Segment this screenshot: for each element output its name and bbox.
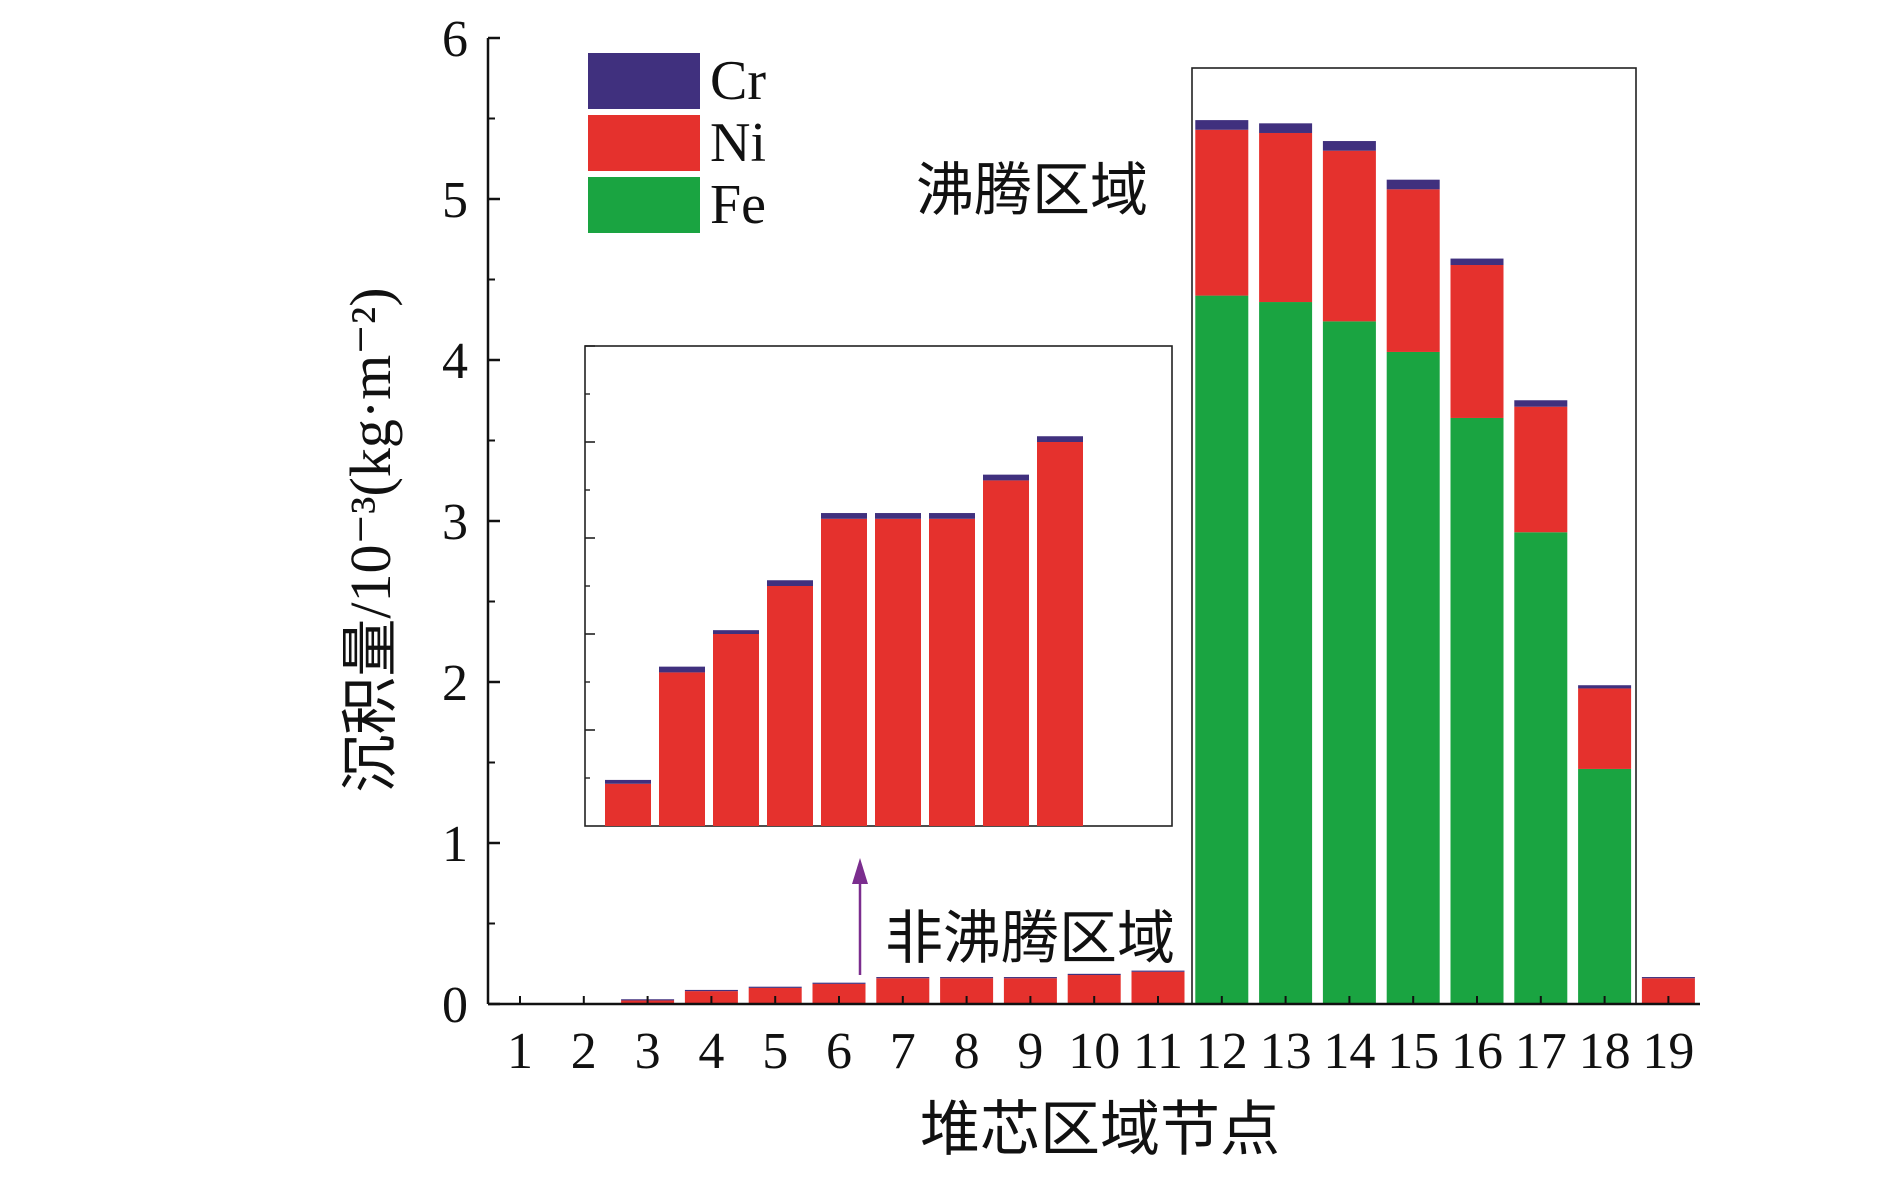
x-tick-label-17: 17 [1515, 1023, 1567, 1080]
bar-fe-node-18 [1578, 768, 1632, 1004]
legend-label-fe: Fe [710, 174, 766, 236]
bar-cr-node-16 [1450, 258, 1504, 266]
bar-ni-node-16 [1450, 265, 1504, 418]
bar-ni-node-5 [748, 987, 802, 1004]
inset-bar-cr-node-5 [713, 630, 759, 634]
boiling-region-label: 沸腾区域 [916, 158, 1148, 223]
bar-cr-node-4 [684, 989, 738, 992]
inset-bar-ni-node-7 [821, 518, 867, 826]
bar-ni-node-18 [1578, 688, 1632, 769]
bar-cr-node-9 [1003, 977, 1057, 979]
bar-ni-node-13 [1259, 132, 1313, 303]
x-tick-label-1: 1 [507, 1023, 533, 1080]
bar-cr-node-6 [812, 982, 866, 984]
bar-cr-node-13 [1259, 123, 1313, 133]
y-tick-label-1: 1 [442, 816, 468, 873]
bar-fe-node-15 [1386, 351, 1440, 1004]
inset-bar-ni-node-11 [1037, 442, 1083, 826]
bar-ni-node-14 [1322, 150, 1376, 322]
legend-label-ni: Ni [710, 112, 766, 174]
x-tick-label-8: 8 [954, 1023, 980, 1080]
bar-fe-node-13 [1259, 302, 1313, 1004]
y-tick-label-2: 2 [442, 655, 468, 712]
x-tick-label-19: 19 [1642, 1023, 1694, 1080]
y-tick-label-4: 4 [442, 333, 468, 390]
y-tick-label-3: 3 [442, 494, 468, 551]
inset-bar-cr-node-6 [767, 580, 813, 586]
x-tick-label-4: 4 [698, 1023, 724, 1080]
legend-swatch-fe [588, 177, 700, 233]
inset-bar-ni-node-4 [659, 672, 705, 826]
x-tick-label-11: 11 [1133, 1023, 1183, 1080]
x-tick-label-7: 7 [890, 1023, 916, 1080]
x-tick-label-18: 18 [1579, 1023, 1631, 1080]
x-tick-label-10: 10 [1068, 1023, 1120, 1080]
x-tick-label-2: 2 [571, 1023, 597, 1080]
bar-fe-node-17 [1514, 532, 1568, 1004]
bar-cr-node-5 [748, 986, 802, 988]
bar-cr-node-11 [1131, 970, 1185, 972]
bar-ni-node-17 [1514, 406, 1568, 533]
non-boiling-region-label: 非沸腾区域 [885, 906, 1175, 971]
legend-label-cr: Cr [710, 50, 766, 112]
inset-bar-ni-node-10 [983, 480, 1029, 826]
bar-cr-node-14 [1322, 141, 1376, 151]
bar-ni-node-6 [812, 983, 866, 1004]
legend-swatch-ni [588, 115, 700, 171]
x-tick-label-13: 13 [1260, 1023, 1312, 1080]
y-tick-label-6: 6 [442, 11, 468, 68]
inset-bar-cr-node-3 [605, 779, 651, 784]
inset-bar-cr-node-8 [875, 513, 921, 519]
bar-ni-node-12 [1195, 129, 1249, 296]
bar-cr-node-19 [1641, 977, 1695, 979]
bar-ni-node-15 [1386, 189, 1440, 352]
inset-pointer-arrow-head [852, 858, 868, 884]
x-tick-label-5: 5 [762, 1023, 788, 1080]
bar-cr-node-10 [1067, 973, 1121, 976]
x-tick-label-16: 16 [1451, 1023, 1503, 1080]
x-tick-label-14: 14 [1323, 1023, 1375, 1080]
y-axis-title: 沉积量/10⁻³(kg·m⁻²) [338, 287, 403, 792]
inset-bar-cr-node-9 [929, 513, 975, 519]
inset-bar-ni-node-6 [767, 586, 813, 826]
inset-bar-cr-node-11 [1037, 436, 1083, 442]
inset-bar-cr-node-10 [983, 474, 1029, 481]
bar-cr-node-7 [876, 977, 930, 979]
x-tick-label-3: 3 [635, 1023, 661, 1080]
bar-fe-node-16 [1450, 417, 1504, 1005]
x-tick-label-6: 6 [826, 1023, 852, 1080]
y-tick-label-0: 0 [442, 977, 468, 1034]
y-tick-label-5: 5 [442, 172, 468, 229]
inset-bar-ni-node-5 [713, 634, 759, 826]
bar-fe-node-14 [1322, 321, 1376, 1004]
legend-swatch-cr [588, 53, 700, 109]
x-tick-label-9: 9 [1017, 1023, 1043, 1080]
bar-cr-node-12 [1195, 120, 1249, 130]
inset-bar-ni-node-9 [929, 518, 975, 826]
bar-fe-node-12 [1195, 295, 1249, 1005]
bar-cr-node-8 [940, 977, 994, 979]
bar-cr-node-18 [1578, 685, 1632, 689]
inset-bar-ni-node-8 [875, 518, 921, 826]
inset-bar-ni-node-3 [605, 783, 651, 826]
inset-bar-cr-node-7 [821, 513, 867, 519]
inset-bar-cr-node-4 [659, 666, 705, 673]
x-axis-title: 堆芯区域节点 [920, 1097, 1280, 1163]
bar-cr-node-17 [1514, 400, 1568, 407]
x-tick-label-12: 12 [1196, 1023, 1248, 1080]
bar-cr-node-15 [1386, 179, 1440, 190]
x-tick-label-15: 15 [1387, 1023, 1439, 1080]
